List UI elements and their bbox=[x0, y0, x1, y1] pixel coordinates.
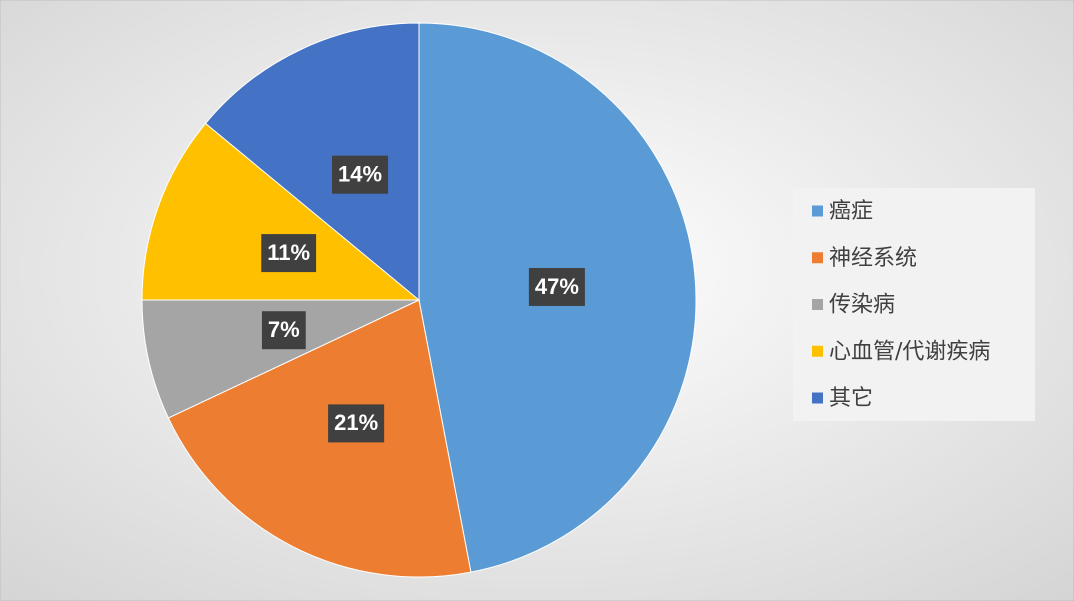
legend-label: 心血管/代谢疾病 bbox=[829, 339, 990, 364]
value-label: 21% bbox=[334, 410, 378, 435]
value-label-group: 14% bbox=[332, 155, 389, 194]
legend-box bbox=[793, 188, 1035, 421]
value-labels: 47% 21% 7% 11% 14% bbox=[261, 155, 585, 443]
legend-label: 神经系统 bbox=[829, 246, 917, 271]
value-label: 11% bbox=[267, 240, 310, 265]
pie-slice bbox=[141, 122, 421, 301]
pie-slice bbox=[141, 299, 420, 419]
legend-label: 传染病 bbox=[829, 293, 895, 318]
legend-marker bbox=[812, 299, 823, 310]
legend-marker bbox=[812, 252, 823, 264]
value-label-group: 47% bbox=[528, 267, 585, 306]
value-label-background bbox=[261, 311, 306, 350]
legend-marker bbox=[812, 205, 823, 217]
value-label-group: 11% bbox=[261, 234, 317, 273]
value-label-group: 7% bbox=[261, 311, 306, 350]
pie-slice bbox=[204, 22, 420, 302]
value-label: 7% bbox=[268, 317, 300, 342]
value-label-background bbox=[328, 404, 385, 443]
pie bbox=[141, 22, 697, 578]
legend-marker bbox=[812, 345, 823, 357]
pie-slice bbox=[167, 299, 472, 578]
value-label-group: 21% bbox=[328, 404, 385, 443]
value-label: 47% bbox=[535, 274, 579, 299]
value-label-background bbox=[261, 234, 317, 273]
legend-label: 其它 bbox=[829, 386, 873, 411]
legend-label: 癌症 bbox=[829, 199, 873, 224]
value-label: 14% bbox=[338, 161, 382, 186]
value-label-background bbox=[332, 155, 389, 194]
value-label-background bbox=[528, 267, 585, 306]
legend-marker bbox=[812, 392, 823, 404]
